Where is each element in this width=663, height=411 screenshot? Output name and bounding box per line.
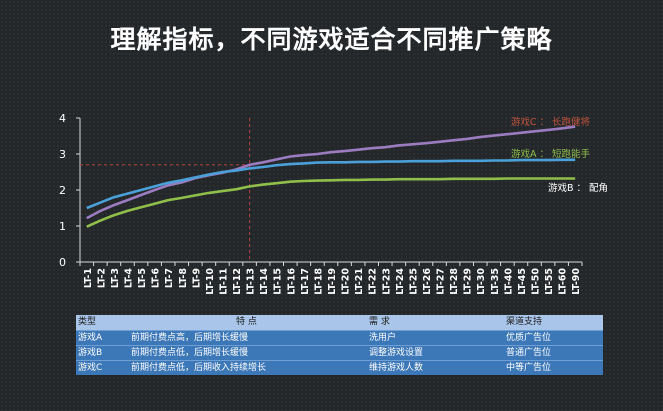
x-tick-label: LT-15 [273,268,284,295]
x-tick-label: LT-5 [137,268,148,288]
x-tick-label: LT-8 [178,268,189,289]
strategy-table: 类型 特 点 需 求 渠道支持 游戏A 前期付费点高，后期增长缓慢 洗用户 优质… [76,315,603,375]
cell-channel: 优质广告位 [506,333,552,343]
series-line [86,177,576,228]
series-label: 游戏C ： 长跑健将 [511,116,591,128]
x-tick-label: LT-9 [191,268,202,288]
cell-features: 前期付费点低，后期收入持续增长 [131,363,267,373]
cell-demand: 调整游戏设置 [369,348,424,358]
x-tick-label: LT-18 [313,268,324,295]
series-label: 游戏B ： 配角 [548,182,608,194]
table-row: 游戏B 前期付费点低，后期增长缓慢 调整游戏设置 普通广告位 [76,345,603,360]
x-tick-label: LT-11 [218,268,229,295]
y-tick-label: 2 [59,184,66,197]
x-tick-label: LT-35 [490,268,501,295]
x-tick-label: LT-12 [232,268,243,295]
x-tick-label: LT-90 [571,268,582,295]
cell-channel: 普通广告位 [506,348,552,358]
page-title: 理解指标，不同游戏适合不同推广策略 [110,25,553,54]
x-tick-label: LT-50 [531,268,542,295]
header-features: 特 点 [236,317,257,327]
x-tick-label: LT-19 [327,268,338,295]
x-tick-label: LT-10 [205,268,216,295]
x-tick-label: LT-4 [123,268,134,289]
x-tick-label: LT-14 [259,268,270,295]
x-tick-label: LT-27 [436,268,447,295]
header-demand: 需 求 [369,317,390,327]
y-tick-label: 3 [59,148,66,161]
cell-features: 前期付费点低，后期增长缓慢 [131,348,249,358]
x-tick-label: LT-7 [164,268,175,288]
series-label: 游戏A ： 短跑能手 [511,148,591,160]
x-tick-label: LT-28 [449,268,460,295]
header-type: 类型 [78,317,97,327]
series-line [86,158,576,210]
cell-type: 游戏B [78,348,103,358]
y-tick-label: 4 [59,112,66,125]
y-tick-label: 0 [59,256,66,269]
x-tick-label: LT-40 [503,268,514,295]
x-tick-label: LT-25 [408,268,419,295]
x-tick-label: LT-30 [476,268,487,295]
cell-demand: 维持游戏人数 [369,363,424,373]
cell-features: 前期付费点高，后期增长缓慢 [131,333,249,343]
cell-demand: 洗用户 [369,333,397,343]
x-tick-label: LT-13 [246,268,257,295]
x-tick-label: LT-17 [300,268,311,295]
x-tick-label: LT-23 [381,268,392,295]
x-tick-label: LT-3 [110,268,121,288]
series-line [86,125,576,220]
cell-channel: 中等广告位 [506,363,552,373]
x-tick-label: LT-21 [354,268,365,295]
x-tick-label: LT-29 [463,268,474,295]
x-tick-label: LT-22 [368,268,379,295]
y-tick-label: 1 [59,220,66,233]
x-tick-label: LT-60 [558,268,569,295]
header-channel: 渠道支持 [506,317,543,327]
cell-type: 游戏A [78,333,103,343]
x-tick-label: LT-2 [96,268,107,288]
cell-type: 游戏C [78,363,103,373]
x-tick-label: LT-26 [422,268,433,295]
table-row: 游戏A 前期付费点高，后期增长缓慢 洗用户 优质广告位 [76,330,603,345]
table-row: 游戏C 前期付费点低，后期收入持续增长 维持游戏人数 中等广告位 [76,360,603,375]
x-tick-label: LT-24 [395,268,406,295]
x-tick-label: LT-55 [544,268,555,295]
table-header-row: 类型 特 点 需 求 渠道支持 [76,315,603,330]
x-tick-label: LT-20 [341,268,352,295]
x-tick-label: LT-16 [286,268,297,295]
x-tick-label: LT-1 [83,268,94,288]
x-tick-label: LT-45 [517,268,528,295]
x-tick-label: LT-6 [151,268,162,289]
